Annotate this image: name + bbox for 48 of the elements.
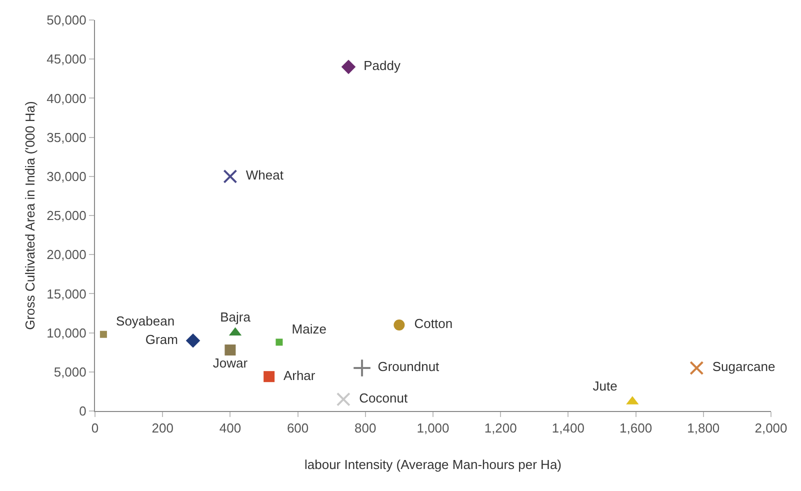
x-tick-label: 400 bbox=[219, 420, 242, 436]
x-tick-label: 1,800 bbox=[687, 420, 720, 436]
x-tick-label: 200 bbox=[152, 420, 174, 436]
point bbox=[341, 60, 356, 74]
y-tick-label: 30,000 bbox=[46, 168, 86, 184]
series-label: Wheat bbox=[238, 168, 291, 183]
x-tick-label: 0 bbox=[91, 420, 99, 436]
y-tick-label: 5,000 bbox=[54, 364, 86, 380]
y-tick-label: 20,000 bbox=[46, 247, 86, 262]
x-axis-title: labour Intensity (Average Man-hours per Ha) bbox=[304, 457, 562, 472]
x-tick-label: 2,000 bbox=[754, 420, 788, 436]
y-tick-label: 35,000 bbox=[46, 130, 86, 145]
series-label: Jowar bbox=[206, 356, 255, 371]
x-tick-label: 600 bbox=[286, 420, 309, 436]
y-tick-label: 15,000 bbox=[46, 286, 86, 302]
point bbox=[336, 392, 350, 406]
x-tick-label: 1,600 bbox=[620, 420, 652, 436]
y-tick-label: 25,000 bbox=[46, 208, 86, 224]
series-label: Jute bbox=[586, 378, 625, 394]
series-label: Soyabean bbox=[108, 314, 182, 329]
x-tick-label: 1,400 bbox=[552, 420, 584, 436]
y-tick-label: 50,000 bbox=[46, 12, 86, 28]
y-tick-label: 10,000 bbox=[46, 325, 86, 340]
x-tick-label: 1,000 bbox=[416, 420, 450, 436]
x-tick-label: 800 bbox=[354, 420, 376, 436]
point bbox=[100, 330, 107, 338]
x-tick-label: 1,200 bbox=[484, 420, 517, 436]
point bbox=[223, 169, 238, 184]
y-tick-label: 45,000 bbox=[46, 52, 86, 67]
series-label: Bajra bbox=[212, 310, 258, 325]
y-axis-title: Gross Cultivated Area in India ('000 Ha) bbox=[22, 101, 38, 330]
point bbox=[352, 358, 372, 378]
series-label: Gram bbox=[138, 332, 186, 347]
series-label: Paddy bbox=[356, 58, 408, 74]
series-label: Coconut bbox=[352, 390, 415, 406]
series-label: Arhar bbox=[276, 368, 322, 383]
point bbox=[690, 360, 704, 375]
series-label: Sugarcane bbox=[705, 359, 782, 374]
point bbox=[276, 338, 283, 346]
series-label: Cotton bbox=[407, 316, 460, 332]
point bbox=[186, 333, 200, 348]
point bbox=[394, 319, 405, 330]
series-label: Groundnut bbox=[370, 359, 446, 374]
series-label: Maize bbox=[284, 322, 334, 337]
point bbox=[264, 371, 275, 382]
y-tick-label: 40,000 bbox=[46, 90, 86, 106]
y-tick-label: 0 bbox=[79, 404, 86, 419]
point bbox=[224, 344, 236, 356]
